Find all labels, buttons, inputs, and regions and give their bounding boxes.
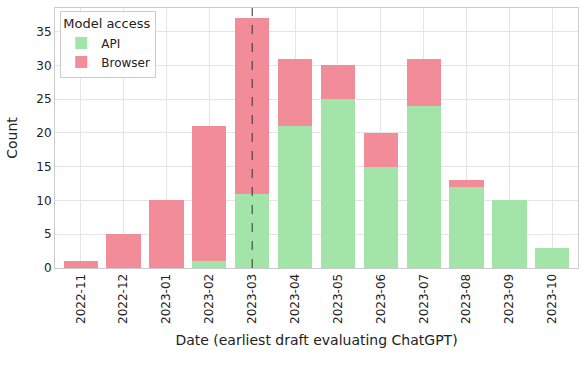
svg-text:0: 0 xyxy=(44,261,52,275)
svg-text:20: 20 xyxy=(36,126,51,140)
svg-text:2023-05: 2023-05 xyxy=(331,274,345,324)
svg-text:2023-04: 2023-04 xyxy=(288,274,302,324)
svg-text:5: 5 xyxy=(44,227,52,241)
svg-text:2022-12: 2022-12 xyxy=(116,274,130,324)
svg-text:API: API xyxy=(101,37,120,51)
svg-text:35: 35 xyxy=(36,25,51,39)
svg-text:Browser: Browser xyxy=(101,56,150,70)
svg-text:2023-02: 2023-02 xyxy=(202,274,216,324)
svg-text:2023-06: 2023-06 xyxy=(374,274,388,324)
svg-text:2023-10: 2023-10 xyxy=(545,274,559,324)
svg-text:2022-11: 2022-11 xyxy=(74,274,88,324)
svg-text:Model access: Model access xyxy=(63,17,150,32)
svg-text:2023-07: 2023-07 xyxy=(417,274,431,324)
svg-text:2023-09: 2023-09 xyxy=(502,274,516,324)
svg-text:Count: Count xyxy=(4,117,20,159)
svg-text:30: 30 xyxy=(36,59,51,73)
svg-text:15: 15 xyxy=(36,160,51,174)
svg-text:10: 10 xyxy=(36,194,51,208)
svg-text:2023-01: 2023-01 xyxy=(159,274,173,324)
svg-text:2023-08: 2023-08 xyxy=(459,274,473,324)
svg-text:Date (earliest draft evaluatin: Date (earliest draft evaluating ChatGPT) xyxy=(175,332,457,348)
svg-text:2023-03: 2023-03 xyxy=(245,274,259,324)
svg-text:25: 25 xyxy=(36,92,51,106)
